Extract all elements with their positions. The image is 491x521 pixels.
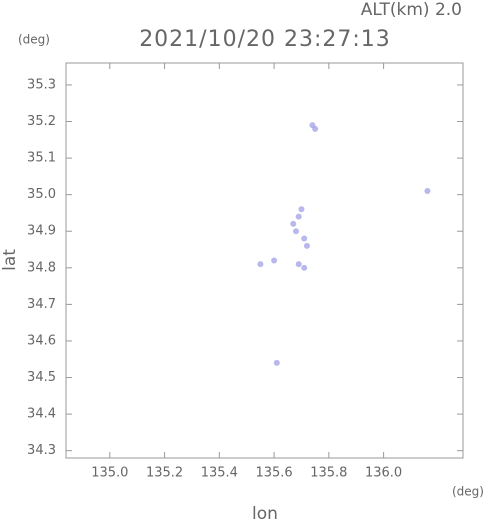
echo-point (295, 213, 302, 220)
chart-title: 2021/10/20 23:27:13 (139, 27, 391, 52)
x-tick-label: 135.6 (255, 466, 292, 481)
echo-point (309, 122, 316, 129)
echo-point (298, 206, 305, 213)
y-tick-label: 34.4 (27, 407, 56, 422)
y-axis-label: lat (0, 249, 20, 271)
echo-point (295, 261, 302, 268)
echo-point (271, 257, 278, 264)
x-tick-label: 136.0 (365, 466, 402, 481)
x-tick-label: 135.2 (146, 466, 183, 481)
echo-point (303, 242, 310, 249)
y-tick-label: 34.3 (27, 443, 56, 458)
y-tick-label: 34.8 (27, 260, 56, 275)
echo-point (290, 220, 297, 227)
y-tick-label: 34.6 (27, 333, 56, 348)
echo-point (257, 261, 264, 268)
echo-point (301, 264, 308, 271)
y-tick-label: 34.9 (27, 224, 56, 239)
y-tick-label: 34.5 (27, 370, 56, 385)
y-tick-label: 35.0 (27, 187, 56, 202)
x-tick-label: 135.4 (201, 466, 238, 481)
x-tick-label: 135.0 (91, 466, 128, 481)
echo-point (292, 228, 299, 235)
y-tick-label: 35.1 (27, 151, 56, 166)
y-tick-label: 35.3 (27, 77, 56, 92)
y-tick-label: 35.2 (27, 114, 56, 129)
echo-point (273, 359, 280, 366)
echo-point (301, 235, 308, 242)
annotation: ALT(km) 2.0 (361, 0, 462, 20)
plot-frame (65, 62, 464, 459)
y-unit: (deg) (18, 33, 50, 47)
x-unit: (deg) (452, 485, 484, 499)
x-axis-label: lon (252, 504, 278, 521)
y-tick-label: 34.7 (27, 297, 56, 312)
echo-point (424, 188, 431, 195)
x-tick-label: 135.8 (310, 466, 347, 481)
